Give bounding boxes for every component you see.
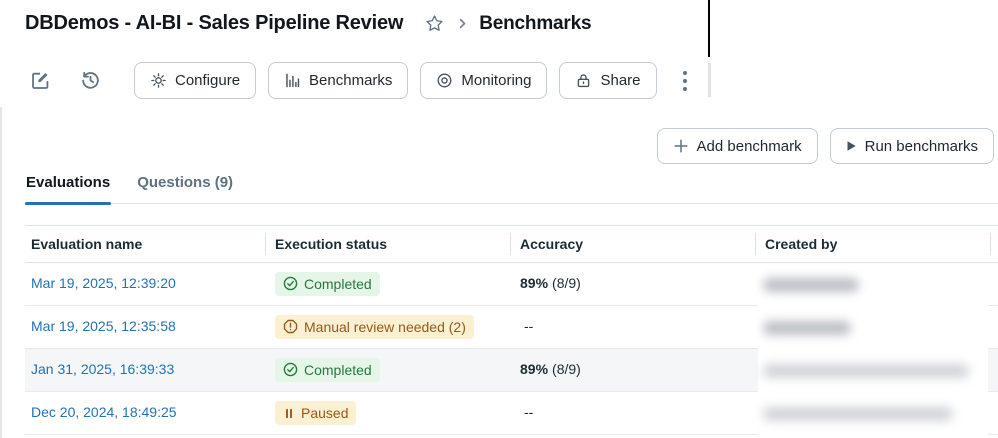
blurred-username [763, 407, 953, 421]
favorite-star-button[interactable] [425, 14, 444, 33]
monitoring-button[interactable]: Monitoring [420, 62, 548, 99]
chevron-right-icon [456, 17, 469, 30]
column-divider [510, 233, 511, 255]
blurred-username [763, 278, 859, 292]
share-button[interactable]: Share [559, 62, 657, 99]
run-benchmarks-button[interactable]: Run benchmarks [829, 128, 994, 164]
column-header-created-by: Created by [765, 236, 838, 252]
bar-chart-icon [284, 72, 301, 89]
evaluation-link[interactable]: Mar 19, 2025, 12:39:20 [31, 275, 176, 291]
status-label: Completed [304, 275, 372, 292]
panel-left-border [0, 107, 2, 438]
benchmarks-label: Benchmarks [309, 72, 393, 89]
accuracy-detail: -- [524, 404, 534, 420]
monitor-icon [436, 72, 453, 89]
accuracy-detail: -- [524, 318, 534, 334]
monitoring-label: Monitoring [461, 72, 532, 89]
tab-questions[interactable]: Questions (9) [137, 174, 234, 191]
status-badge: Paused [275, 401, 357, 425]
history-button[interactable] [78, 69, 102, 93]
evaluation-link[interactable]: Jan 31, 2025, 16:39:33 [31, 361, 175, 377]
check-circle-icon [283, 362, 298, 377]
status-label: Paused [301, 405, 349, 421]
benchmarks-button[interactable]: Benchmarks [268, 62, 409, 99]
column-divider [265, 233, 266, 255]
screenshot-crop-sliver [708, 63, 711, 97]
breadcrumb: DBDemos - AI-BI - Sales Pipeline Review … [25, 12, 592, 35]
column-divider [755, 233, 756, 255]
pause-icon [283, 407, 295, 420]
edit-button[interactable] [28, 69, 52, 93]
blurred-username [763, 364, 969, 378]
evaluations-table: Evaluation name Execution status Accurac… [25, 225, 998, 435]
evaluation-link[interactable]: Mar 19, 2025, 12:35:58 [31, 318, 176, 334]
edit-icon [31, 72, 48, 89]
run-benchmarks-label: Run benchmarks [864, 137, 978, 155]
configure-label: Configure [175, 72, 241, 89]
column-header-accuracy: Accuracy [520, 236, 584, 252]
kebab-menu-icon [682, 70, 687, 91]
status-badge: Completed [275, 357, 380, 382]
gear-icon [150, 72, 167, 89]
share-label: Share [600, 72, 641, 89]
status-label: Completed [304, 361, 372, 378]
warning-octagon-icon [283, 319, 298, 334]
column-divider [990, 233, 991, 255]
star-icon [426, 15, 443, 31]
table-header: Evaluation name Execution status Accurac… [25, 225, 998, 263]
table-row[interactable]: Mar 19, 2025, 12:39:20 Completed 89% (8/9… [25, 263, 998, 306]
status-label: Manual review needed (2) [304, 318, 466, 335]
breadcrumb-current: Benchmarks [479, 12, 592, 34]
plus-icon [673, 138, 689, 154]
column-header-evaluation-name: Evaluation name [31, 236, 143, 252]
page-title: DBDemos - AI-BI - Sales Pipeline Review [25, 12, 404, 34]
accuracy-detail: (8/9) [552, 275, 581, 291]
accuracy-value: 89% [520, 361, 549, 377]
accuracy-detail: (8/9) [552, 361, 581, 377]
tab-evaluations[interactable]: Evaluations [25, 170, 112, 205]
check-circle-icon [283, 276, 298, 291]
table-row[interactable]: Dec 20, 2024, 18:49:25 Paused -- [25, 392, 998, 435]
more-actions-button[interactable] [675, 70, 695, 92]
add-benchmark-button[interactable]: Add benchmark [656, 128, 818, 164]
table-row[interactable]: Mar 19, 2025, 12:35:58 Manual review nee… [25, 306, 998, 349]
column-header-execution-status: Execution status [275, 236, 388, 252]
created-by-blur-overlay [758, 270, 988, 438]
status-badge: Completed [275, 271, 380, 296]
blurred-username [763, 321, 851, 335]
configure-button[interactable]: Configure [134, 62, 257, 99]
play-icon [846, 140, 857, 152]
history-icon [81, 71, 99, 89]
toolbar: Configure Benchmarks Monitoring Share [28, 62, 695, 99]
screenshot-crop-line [708, 0, 710, 57]
tab-bar: Evaluations Questions (9) [25, 170, 998, 205]
add-benchmark-label: Add benchmark [696, 137, 802, 155]
status-badge: Manual review needed (2) [275, 314, 474, 339]
benchmark-actions: Add benchmark Run benchmarks [656, 128, 994, 164]
lock-icon [575, 72, 592, 89]
accuracy-value: 89% [520, 275, 549, 291]
evaluation-link[interactable]: Dec 20, 2024, 18:49:25 [31, 404, 177, 420]
